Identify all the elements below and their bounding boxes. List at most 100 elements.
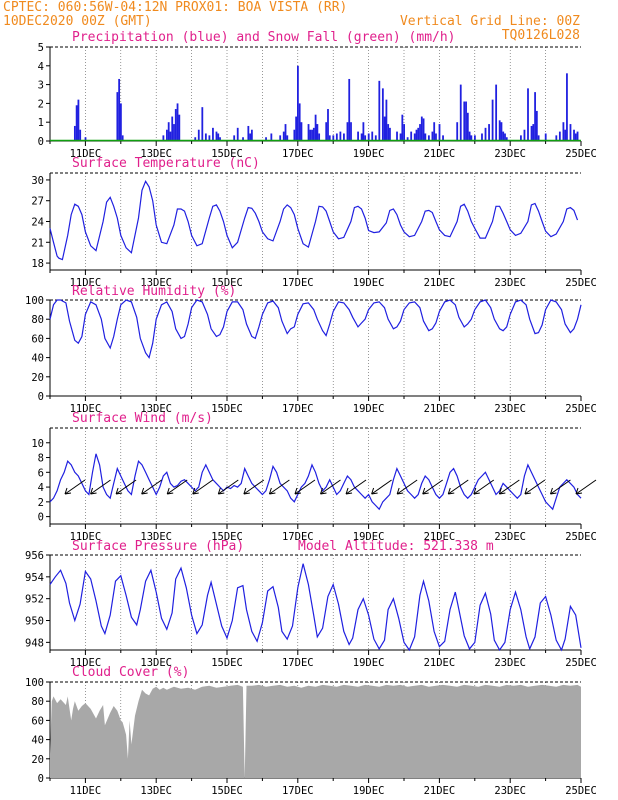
x-tick-label: 15DEC — [211, 785, 243, 797]
wind-arrow — [473, 479, 495, 495]
wind-arrow — [575, 479, 597, 495]
precip-bar — [403, 124, 405, 141]
x-tick-label: 17DEC — [282, 148, 314, 160]
x-tick-label: 25DEC — [565, 531, 597, 543]
precip-bar — [350, 122, 352, 141]
precip-bar — [574, 133, 577, 141]
precip-bar — [433, 122, 436, 141]
wind-arrow — [371, 479, 392, 495]
header-model: TQ0126L028 — [502, 28, 580, 43]
x-tick-label: 13DEC — [140, 148, 172, 160]
precip-bar — [534, 92, 536, 141]
wind-arrow — [447, 479, 469, 495]
precip-bar — [282, 131, 285, 141]
x-tick-label: 17DEC — [282, 277, 314, 289]
wind-arrow-head — [447, 487, 455, 495]
wind-arrow — [549, 479, 571, 495]
wind-arrow — [422, 479, 443, 495]
x-tick-label: 13DEC — [140, 277, 172, 289]
precip-bar — [121, 135, 124, 141]
precip-bar — [197, 129, 200, 141]
y-tick-label: 20 — [31, 754, 44, 766]
x-tick-label: 21DEC — [424, 657, 456, 669]
series-line-relative-humidity — [49, 299, 582, 359]
y-tick-label: 950 — [25, 616, 44, 628]
wind-arrow-head — [90, 487, 97, 495]
x-tick-label: 19DEC — [353, 148, 385, 160]
y-tick-label: 0 — [38, 773, 44, 785]
x-tick-label: 11DEC — [70, 403, 102, 415]
precip-bar — [194, 137, 197, 141]
precip-bar — [279, 135, 282, 141]
precip-bar — [456, 122, 459, 141]
y-tick-label: 80 — [31, 314, 44, 326]
precip-bar — [564, 129, 567, 141]
x-tick-label: 23DEC — [494, 403, 526, 415]
wind-arrow-head — [422, 487, 429, 495]
y-tick-label: 3 — [38, 80, 44, 92]
precip-bar — [327, 109, 329, 141]
precip-bar — [293, 129, 296, 141]
precip-bar — [75, 105, 78, 141]
y-tick-label: 80 — [31, 696, 44, 708]
wind-arrow-head — [549, 487, 557, 495]
x-tick-label: 15DEC — [211, 531, 243, 543]
wind-arrow-shaft — [166, 479, 188, 495]
precip-bar — [84, 137, 87, 141]
wind-arrow — [524, 479, 546, 495]
precip-bar — [311, 129, 313, 141]
precip-bar — [79, 129, 82, 141]
precip-bar — [385, 99, 388, 141]
wind-arrow-head — [141, 487, 148, 495]
precip-bar — [360, 133, 363, 141]
wind-arrow-shaft — [447, 479, 469, 495]
precip-bar — [427, 135, 430, 141]
x-tick-label: 19DEC — [353, 657, 385, 669]
precip-bar — [212, 127, 214, 141]
series-line-surface-wind — [49, 453, 582, 511]
panel-title-precipitation-blue-and-snow-fall-green-mm-h: Precipitation (blue) and Snow Fall (gree… — [72, 30, 456, 45]
precip-bar — [488, 124, 490, 141]
precip-bar — [383, 116, 386, 141]
wind-arrow-head — [192, 487, 199, 495]
precip-bar — [233, 135, 236, 141]
wind-arrow-head — [268, 487, 276, 495]
y-tick-label: 100 — [25, 295, 44, 307]
precip-bar — [335, 133, 338, 141]
precip-bar — [504, 133, 506, 141]
panel-title-surface-pressure-hpa: Surface Pressure (hPa) — [72, 539, 244, 554]
precip-bar — [442, 135, 444, 141]
wind-arrow-shaft — [371, 479, 392, 495]
x-tick-label: 21DEC — [424, 785, 456, 797]
wind-arrow-shaft — [499, 479, 520, 495]
precip-bar — [325, 122, 328, 141]
precip-bar — [300, 122, 303, 141]
precip-bar — [535, 110, 538, 141]
wind-arrow — [268, 479, 290, 495]
y-tick-label: 40 — [31, 353, 44, 365]
x-tick-label: 25DEC — [565, 403, 597, 415]
wind-arrow — [498, 479, 520, 495]
wind-arrow-head — [575, 487, 583, 495]
wind-arrow-head — [217, 487, 225, 495]
precip-bar — [555, 135, 558, 141]
precip-bar — [215, 131, 218, 141]
y-tick-label: 2 — [38, 98, 44, 110]
x-tick-label: 23DEC — [494, 277, 526, 289]
precip-bar — [346, 122, 349, 141]
precip-bar — [500, 122, 503, 141]
precip-bar — [465, 101, 467, 141]
precip-bar — [219, 137, 221, 141]
precip-bar — [413, 133, 416, 141]
precip-bar — [474, 135, 476, 141]
precip-bar — [312, 127, 315, 141]
x-tick-label: 21DEC — [424, 277, 456, 289]
y-tick-label: 100 — [25, 677, 44, 689]
precip-bar — [73, 125, 76, 141]
precip-bar — [208, 135, 211, 141]
y-tick-label: 40 — [31, 735, 44, 747]
precip-bar — [420, 116, 423, 141]
y-tick-label: 5 — [38, 42, 44, 54]
wind-arrow-head — [64, 487, 72, 495]
precip-bar — [484, 127, 487, 141]
